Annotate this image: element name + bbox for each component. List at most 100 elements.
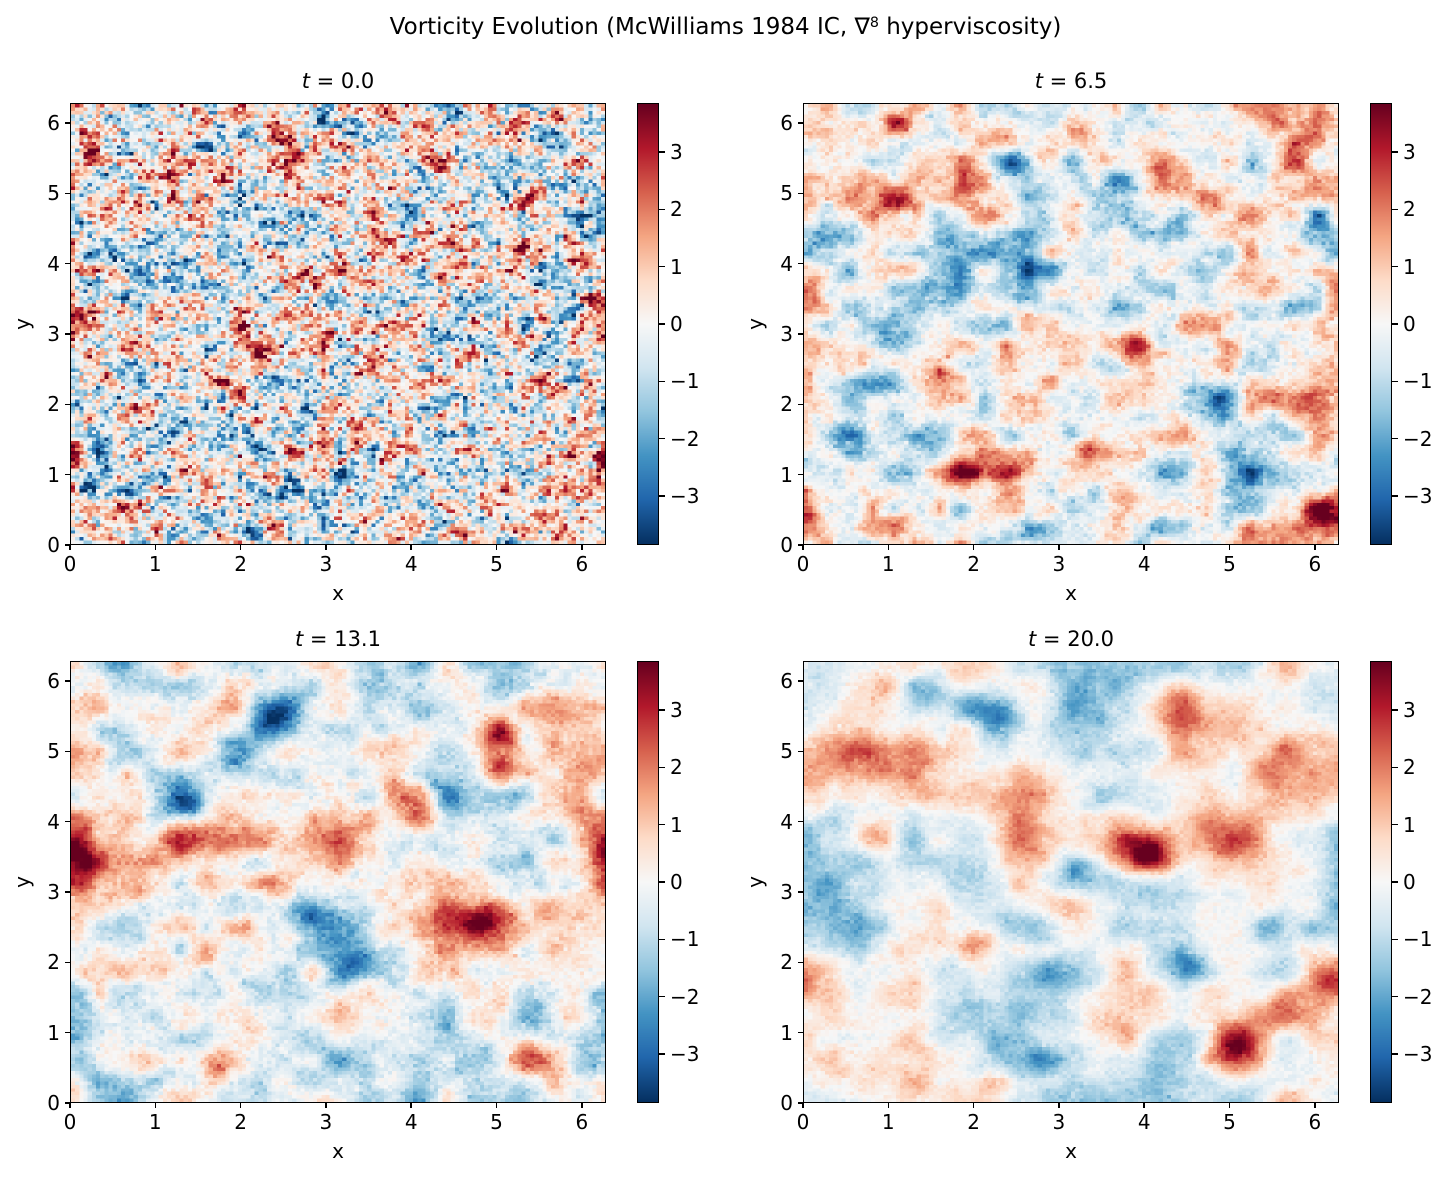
x-tick-mark <box>1058 545 1060 550</box>
y-tick-mark <box>65 544 70 546</box>
colorbar-tick-label: 2 <box>670 755 683 780</box>
figure-title-pre: Vorticity Evolution (McWilliams 1984 IC,… <box>389 14 870 40</box>
x-tick-mark <box>972 1103 975 1108</box>
x-tick-mark <box>239 545 242 550</box>
y-tick-label: 1 <box>47 462 60 487</box>
panel-t0 <box>70 103 606 545</box>
colorbar-tick-label: 1 <box>1403 254 1416 279</box>
heatmap-canvas-t0 <box>71 104 605 544</box>
colorbar-tick-mark <box>1392 1053 1398 1055</box>
figure-title-superscript: 8 <box>869 14 879 31</box>
y-tick-label: 2 <box>47 950 60 975</box>
heatmap-canvas-t6_5 <box>804 104 1338 544</box>
colorbar-t0 <box>637 103 659 545</box>
subplot-title-value: 20.0 <box>1067 627 1114 651</box>
x-tick-label: 4 <box>1137 1110 1151 1134</box>
x-tick-mark <box>1314 1103 1316 1108</box>
colorbar-tick-mark <box>659 823 665 826</box>
panel-t6_5 <box>803 103 1339 545</box>
colorbar-tick-mark <box>1392 881 1398 883</box>
colorbar-canvas-t0 <box>638 104 658 544</box>
x-tick-label: 0 <box>796 552 810 576</box>
colorbar-tick-mark <box>1392 766 1398 769</box>
y-tick-label: 3 <box>780 879 793 904</box>
colorbar-tick-mark <box>659 938 665 940</box>
y-tick-label: 3 <box>47 321 60 346</box>
y-tick-label: 0 <box>780 533 793 557</box>
y-axis-label: y <box>743 876 767 888</box>
y-tick-mark <box>65 680 70 682</box>
colorbar-tick-label: 0 <box>1403 312 1416 336</box>
colorbar-tick-mark <box>1392 709 1398 711</box>
colorbar-tick-mark <box>659 995 665 998</box>
x-tick-label: 1 <box>148 1110 162 1134</box>
subplot-title-t13_1: t = 13.1 <box>295 627 381 651</box>
colorbar-t6_5 <box>1370 103 1392 545</box>
colorbar-tick-label: −3 <box>670 1041 700 1066</box>
subplot-title-value: 13.1 <box>334 627 381 651</box>
subplot-title-t0: t = 0.0 <box>302 69 375 93</box>
colorbar-tick-label: 3 <box>670 698 683 723</box>
x-tick-label: 4 <box>404 552 418 576</box>
x-tick-mark <box>1228 545 1231 550</box>
colorbar-tick-mark <box>1392 995 1398 998</box>
colorbar-canvas-t13_1 <box>638 662 658 1102</box>
y-tick-mark <box>798 1102 803 1104</box>
y-tick-mark <box>798 680 803 682</box>
y-tick-mark <box>65 122 70 124</box>
colorbar-tick-label: 2 <box>670 197 683 222</box>
x-tick-label: 5 <box>1223 1110 1236 1134</box>
x-tick-label: 5 <box>490 1110 503 1134</box>
colorbar-tick-mark <box>659 323 665 325</box>
colorbar-tick-mark <box>1392 323 1398 325</box>
y-axis-label: y <box>10 876 34 888</box>
subplot-title-t20: t = 20.0 <box>1028 627 1114 651</box>
panel-t20 <box>803 661 1339 1103</box>
colorbar-tick-label: 3 <box>670 140 683 165</box>
y-tick-mark <box>798 122 803 124</box>
y-tick-mark <box>65 1031 70 1034</box>
colorbar-tick-label: −1 <box>670 369 700 394</box>
colorbar-tick-mark <box>659 766 665 769</box>
y-tick-mark <box>798 961 803 964</box>
x-tick-label: 6 <box>1308 1110 1322 1134</box>
y-tick-mark <box>798 750 803 753</box>
y-tick-mark <box>798 544 803 546</box>
colorbar-canvas-t6_5 <box>1371 104 1391 544</box>
x-tick-label: 2 <box>967 1110 980 1134</box>
y-tick-mark <box>798 262 803 265</box>
x-tick-label: 6 <box>575 1110 589 1134</box>
x-tick-label: 3 <box>1052 552 1066 576</box>
y-tick-label: 6 <box>780 110 793 135</box>
x-tick-label: 5 <box>1223 552 1236 576</box>
x-tick-label: 0 <box>63 1110 77 1134</box>
x-tick-label: 6 <box>575 552 589 576</box>
x-tick-mark <box>69 545 71 550</box>
y-tick-mark <box>798 473 803 476</box>
colorbar-tick-mark <box>1392 495 1398 497</box>
subplot-title-value: 0.0 <box>340 69 375 93</box>
colorbar-tick-mark <box>1392 823 1398 826</box>
y-axis-label: y <box>10 318 34 330</box>
colorbar-tick-mark <box>659 709 665 711</box>
x-tick-label: 6 <box>1308 552 1322 576</box>
colorbar-tick-mark <box>1392 151 1398 153</box>
colorbar-tick-label: 1 <box>670 254 683 279</box>
colorbar-tick-label: −2 <box>1403 984 1433 1009</box>
y-tick-label: 4 <box>47 251 60 276</box>
y-axis-label: y <box>743 318 767 330</box>
subplot-title-var: t <box>1028 627 1037 651</box>
y-tick-label: 1 <box>780 462 793 487</box>
colorbar-tick-label: 3 <box>1403 698 1416 723</box>
x-tick-mark <box>325 1103 327 1108</box>
figure-title-post: hyperviscosity) <box>878 14 1062 40</box>
x-tick-mark <box>154 1103 157 1108</box>
y-tick-mark <box>798 891 803 893</box>
x-tick-label: 1 <box>148 552 162 576</box>
colorbar-tick-label: −3 <box>1403 1041 1433 1066</box>
x-tick-label: 0 <box>63 552 77 576</box>
x-tick-mark <box>1143 545 1145 550</box>
colorbar-tick-mark <box>659 437 665 440</box>
colorbar-tick-mark <box>1392 265 1398 268</box>
